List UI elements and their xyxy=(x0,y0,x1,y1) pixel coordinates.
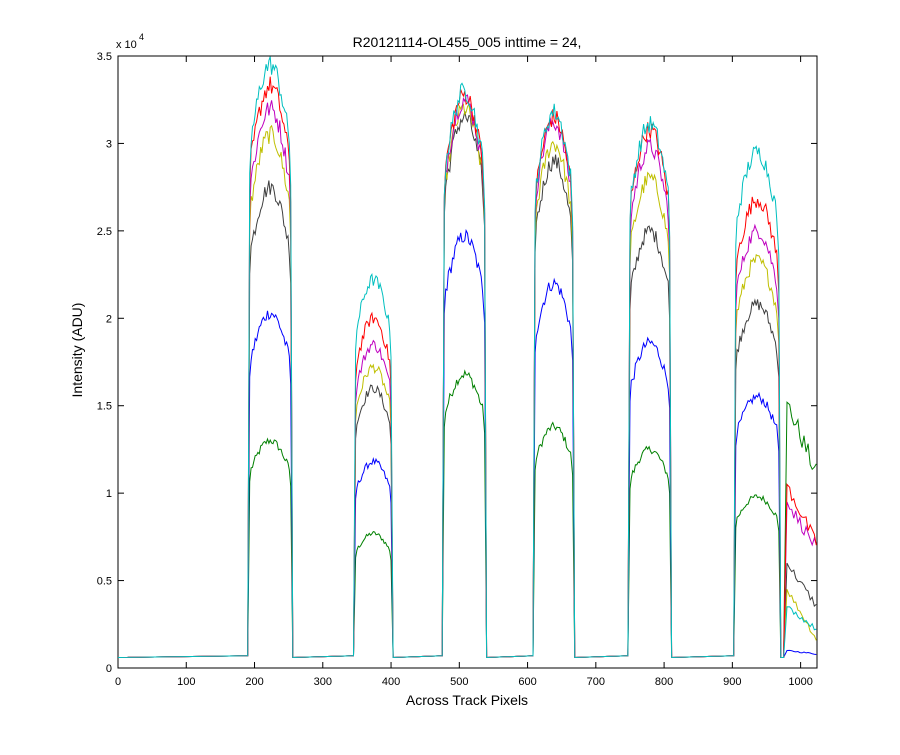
y-tick-label: 2.5 xyxy=(97,226,112,238)
chart-title: R20121114-OL455_005 inttime = 24, xyxy=(353,34,582,50)
y-tick-label: 3.5 xyxy=(97,51,112,63)
x-tick-label: 600 xyxy=(518,676,536,688)
y-tick-label: 2 xyxy=(106,313,112,325)
plot-area xyxy=(117,55,818,669)
y-axis-label: Intensity (ADU) xyxy=(69,303,85,398)
x-tick-label: 100 xyxy=(177,676,195,688)
x-tick-label: 800 xyxy=(655,676,673,688)
y-tick-label: 1 xyxy=(106,488,112,500)
x-tick-label: 0 xyxy=(115,676,121,688)
series-layer xyxy=(117,56,817,659)
x-tick-label: 400 xyxy=(382,676,400,688)
x-axis-label: Across Track Pixels xyxy=(406,692,528,708)
x-tick-label: 700 xyxy=(587,676,605,688)
x-tick-label: 900 xyxy=(723,676,741,688)
x-tick-label: 500 xyxy=(450,676,468,688)
y-tick-label: 0 xyxy=(106,663,112,675)
y-tick-label: 3 xyxy=(106,138,112,150)
axes-layer: 0 100 200 300 400 500 600 700 800 900 1000 0 0.5 1 1.5… xyxy=(97,51,817,688)
y-tick-label: 0.5 xyxy=(97,576,112,588)
y-tick-label: 1.5 xyxy=(97,401,112,413)
x-tick-label: 200 xyxy=(245,676,263,688)
series-line xyxy=(117,56,817,659)
y-exponent-label: x 10 xyxy=(116,39,137,51)
y-exponent-power: 4 xyxy=(139,32,144,42)
x-tick-label: 300 xyxy=(314,676,332,688)
x-tick-label: 1000 xyxy=(788,676,812,688)
